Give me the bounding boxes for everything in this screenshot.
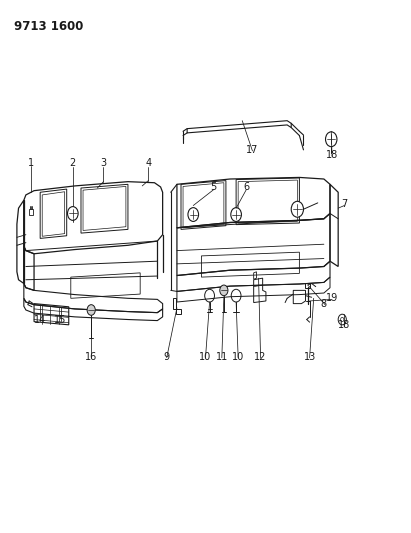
Text: 10: 10 bbox=[232, 352, 244, 361]
Text: 15: 15 bbox=[54, 314, 67, 325]
Circle shape bbox=[67, 207, 78, 220]
Circle shape bbox=[188, 208, 199, 221]
Circle shape bbox=[231, 208, 241, 221]
Text: 8: 8 bbox=[321, 298, 327, 309]
Text: 17: 17 bbox=[246, 145, 259, 155]
Text: 6: 6 bbox=[243, 182, 249, 192]
Circle shape bbox=[291, 201, 303, 217]
Circle shape bbox=[326, 132, 337, 147]
Text: 3: 3 bbox=[100, 158, 106, 168]
Text: 18: 18 bbox=[338, 320, 351, 330]
Text: 1: 1 bbox=[28, 158, 34, 168]
Circle shape bbox=[220, 285, 228, 296]
Text: 13: 13 bbox=[303, 352, 316, 361]
Text: 16: 16 bbox=[85, 352, 97, 361]
Text: 9: 9 bbox=[164, 352, 170, 361]
Text: 4: 4 bbox=[145, 158, 151, 168]
Text: 9713 1600: 9713 1600 bbox=[14, 20, 83, 33]
Text: 10: 10 bbox=[199, 352, 212, 361]
Text: 5: 5 bbox=[210, 182, 217, 192]
Text: 11: 11 bbox=[216, 352, 228, 361]
Text: 2: 2 bbox=[70, 158, 76, 168]
Text: 7: 7 bbox=[341, 199, 347, 209]
Text: 19: 19 bbox=[326, 293, 338, 303]
Circle shape bbox=[87, 305, 95, 316]
Text: 14: 14 bbox=[34, 314, 46, 325]
Text: 12: 12 bbox=[254, 352, 267, 361]
Text: 18: 18 bbox=[326, 150, 338, 160]
